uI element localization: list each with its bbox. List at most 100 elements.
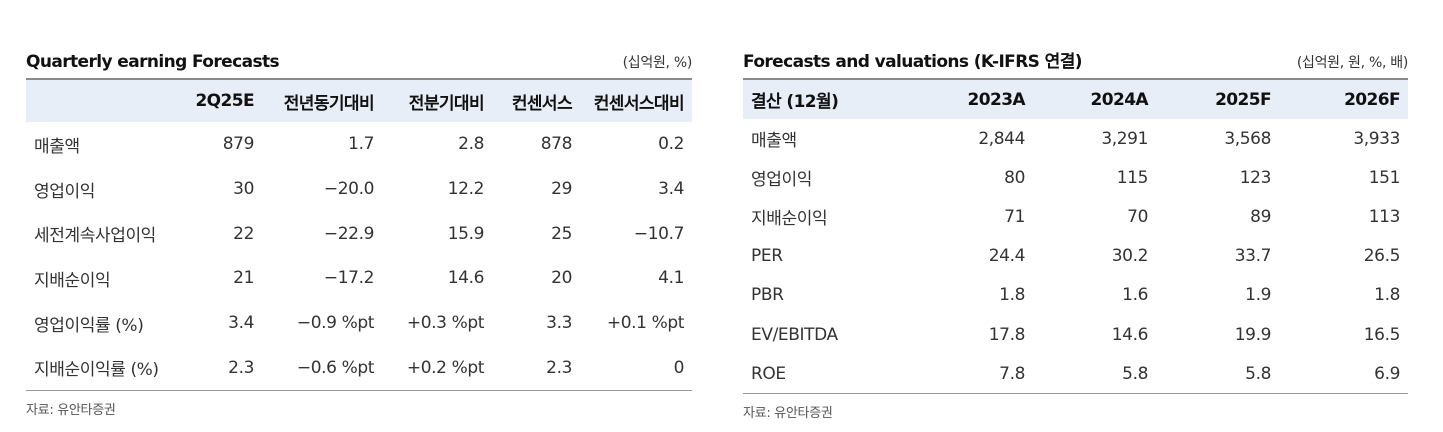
cell-value: 3,291 <box>1101 128 1148 149</box>
cell-value: −20.0 <box>323 179 375 200</box>
unit-label: (십억원, 원, %, 배) <box>1296 55 1408 71</box>
column-header: 전년동기대비 <box>283 93 375 114</box>
column-header <box>26 80 188 122</box>
header-row: 2Q25E 전년동기대비 전분기대비 컨센서스 컨센서스대비 <box>26 80 692 122</box>
row-label: 지배순이익률 (%) <box>34 360 159 381</box>
cell-value: 22 <box>233 223 254 244</box>
cell-value: 0 <box>673 357 685 378</box>
cell-value: 4.1 <box>658 268 684 289</box>
cell-value: 7.8 <box>999 363 1025 384</box>
cell-value: +0.1 %pt <box>606 313 684 334</box>
cell-value: 14.6 <box>447 268 485 289</box>
table-row: 매출액 2,844 3,291 3,568 3,933 <box>743 119 1408 158</box>
quarterly-forecasts-table: 2Q25E 전년동기대비 전분기대비 컨센서스 컨센서스대비 매출액 879 1.7 2.8 8… <box>26 80 692 390</box>
column-header: 2023A <box>967 89 1026 110</box>
column-header: 컨센서스 <box>511 93 573 114</box>
unit-label: (십억원, %) <box>622 55 693 71</box>
cell-value: 878 <box>540 134 573 155</box>
cell-value: 80 <box>1004 167 1025 188</box>
column-header: 2024A <box>1090 89 1149 110</box>
cell-value: 15.9 <box>447 223 485 244</box>
panel-header: Quarterly earning Forecasts (십억원, %) <box>26 50 692 80</box>
cell-value: 21 <box>233 268 254 289</box>
cell-value: 16.5 <box>1363 324 1401 345</box>
quarterly-forecasts-panel: Quarterly earning Forecasts (십억원, %) 2Q2… <box>26 50 692 418</box>
row-label: PER <box>751 246 783 267</box>
cell-value: 1.8 <box>999 285 1025 306</box>
cell-value: 879 <box>222 134 255 155</box>
cell-value: 71 <box>1004 206 1025 227</box>
cell-value: −22.9 <box>323 223 375 244</box>
row-label: EV/EBITDA <box>751 324 838 345</box>
column-header: 2025F <box>1215 89 1272 110</box>
cell-value: 3,568 <box>1224 128 1271 149</box>
cell-value: 115 <box>1116 167 1149 188</box>
cell-value: 113 <box>1368 206 1401 227</box>
cell-value: 33.7 <box>1234 246 1272 267</box>
source-note: 자료: 유안타증권 <box>743 406 833 422</box>
cell-value: 2.8 <box>458 134 484 155</box>
column-header: 2026F <box>1344 89 1401 110</box>
row-label: 영업이익 <box>751 170 812 191</box>
cell-value: 20 <box>551 268 572 289</box>
table-row: ROE 7.8 5.8 5.8 6.9 <box>743 354 1408 393</box>
panel-header: Forecasts and valuations (K-IFRS 연결) (십억… <box>743 50 1408 80</box>
row-label: 지배순이익 <box>34 270 111 291</box>
cell-value: 24.4 <box>988 246 1026 267</box>
cell-value: 1.6 <box>1122 285 1148 306</box>
forecasts-valuations-table: 결산 (12월) 2023A 2024A 2025F 2026F 매출액 2,844 3,2… <box>743 80 1408 393</box>
row-label: 영업이익 <box>34 181 95 202</box>
row-label: 영업이익률 (%) <box>34 315 144 336</box>
cell-value: −10.7 <box>633 223 685 244</box>
cell-value: +0.2 %pt <box>406 357 484 378</box>
cell-value: 2.3 <box>228 357 254 378</box>
forecasts-valuations-panel: Forecasts and valuations (K-IFRS 연결) (십억… <box>743 50 1408 421</box>
table-row: 지배순이익 71 70 89 113 <box>743 197 1408 236</box>
cell-value: 26.5 <box>1363 246 1401 267</box>
cell-value: 5.8 <box>1245 363 1271 384</box>
column-header: 결산 (12월) <box>751 92 839 112</box>
table-row: PBR 1.8 1.6 1.9 1.8 <box>743 276 1408 315</box>
column-header: 전분기대비 <box>408 93 485 114</box>
table-row: 지배순이익 21 −17.2 14.6 20 4.1 <box>26 256 692 301</box>
cell-value: +0.3 %pt <box>406 313 484 334</box>
header-row: 결산 (12월) 2023A 2024A 2025F 2026F <box>743 80 1408 119</box>
cell-value: 19.9 <box>1234 324 1272 345</box>
cell-value: −0.9 %pt <box>296 313 374 334</box>
table-row: PER 24.4 30.2 33.7 26.5 <box>743 237 1408 276</box>
cell-value: 29 <box>551 179 572 200</box>
row-label: ROE <box>751 363 786 384</box>
cell-value: 3,933 <box>1353 128 1400 149</box>
column-header: 컨센서스대비 <box>593 93 685 114</box>
table-row: 매출액 879 1.7 2.8 878 0.2 <box>26 122 692 167</box>
cell-value: 14.6 <box>1111 324 1149 345</box>
cell-value: 70 <box>1127 206 1148 227</box>
cell-value: 30.2 <box>1111 246 1149 267</box>
table-row: 영업이익 80 115 123 151 <box>743 158 1408 197</box>
row-label: 매출액 <box>34 136 80 157</box>
row-label: 지배순이익 <box>751 209 828 230</box>
panel-title: Forecasts and valuations (K-IFRS 연결) <box>743 52 1083 72</box>
cell-value: 3.4 <box>228 313 254 334</box>
row-label: 세전계속사업이익 <box>34 226 156 247</box>
table-row: EV/EBITDA 17.8 14.6 19.9 16.5 <box>743 315 1408 354</box>
cell-value: 2,844 <box>978 128 1025 149</box>
cell-value: 3.3 <box>546 313 572 334</box>
cell-value: 25 <box>551 223 572 244</box>
cell-value: 12.2 <box>447 179 485 200</box>
row-label: 매출액 <box>751 131 797 152</box>
table-row: 영업이익률 (%) 3.4 −0.9 %pt +0.3 %pt 3.3 +0.1 %pt <box>26 301 692 346</box>
panel-title: Quarterly earning Forecasts <box>26 52 280 72</box>
cell-value: 1.9 <box>1245 285 1271 306</box>
cell-value: −0.6 %pt <box>296 357 374 378</box>
column-header: 2Q25E <box>195 91 254 111</box>
cell-value: 123 <box>1239 167 1272 188</box>
cell-value: 1.8 <box>1374 285 1400 306</box>
cell-value: 0.2 <box>658 134 684 155</box>
cell-value: 5.8 <box>1122 363 1148 384</box>
cell-value: 3.4 <box>658 179 684 200</box>
source-note: 자료: 유안타증권 <box>26 403 116 419</box>
table-row: 지배순이익률 (%) 2.3 −0.6 %pt +0.2 %pt 2.3 0 <box>26 345 692 390</box>
row-label: PBR <box>751 285 784 306</box>
cell-value: 17.8 <box>988 324 1026 345</box>
